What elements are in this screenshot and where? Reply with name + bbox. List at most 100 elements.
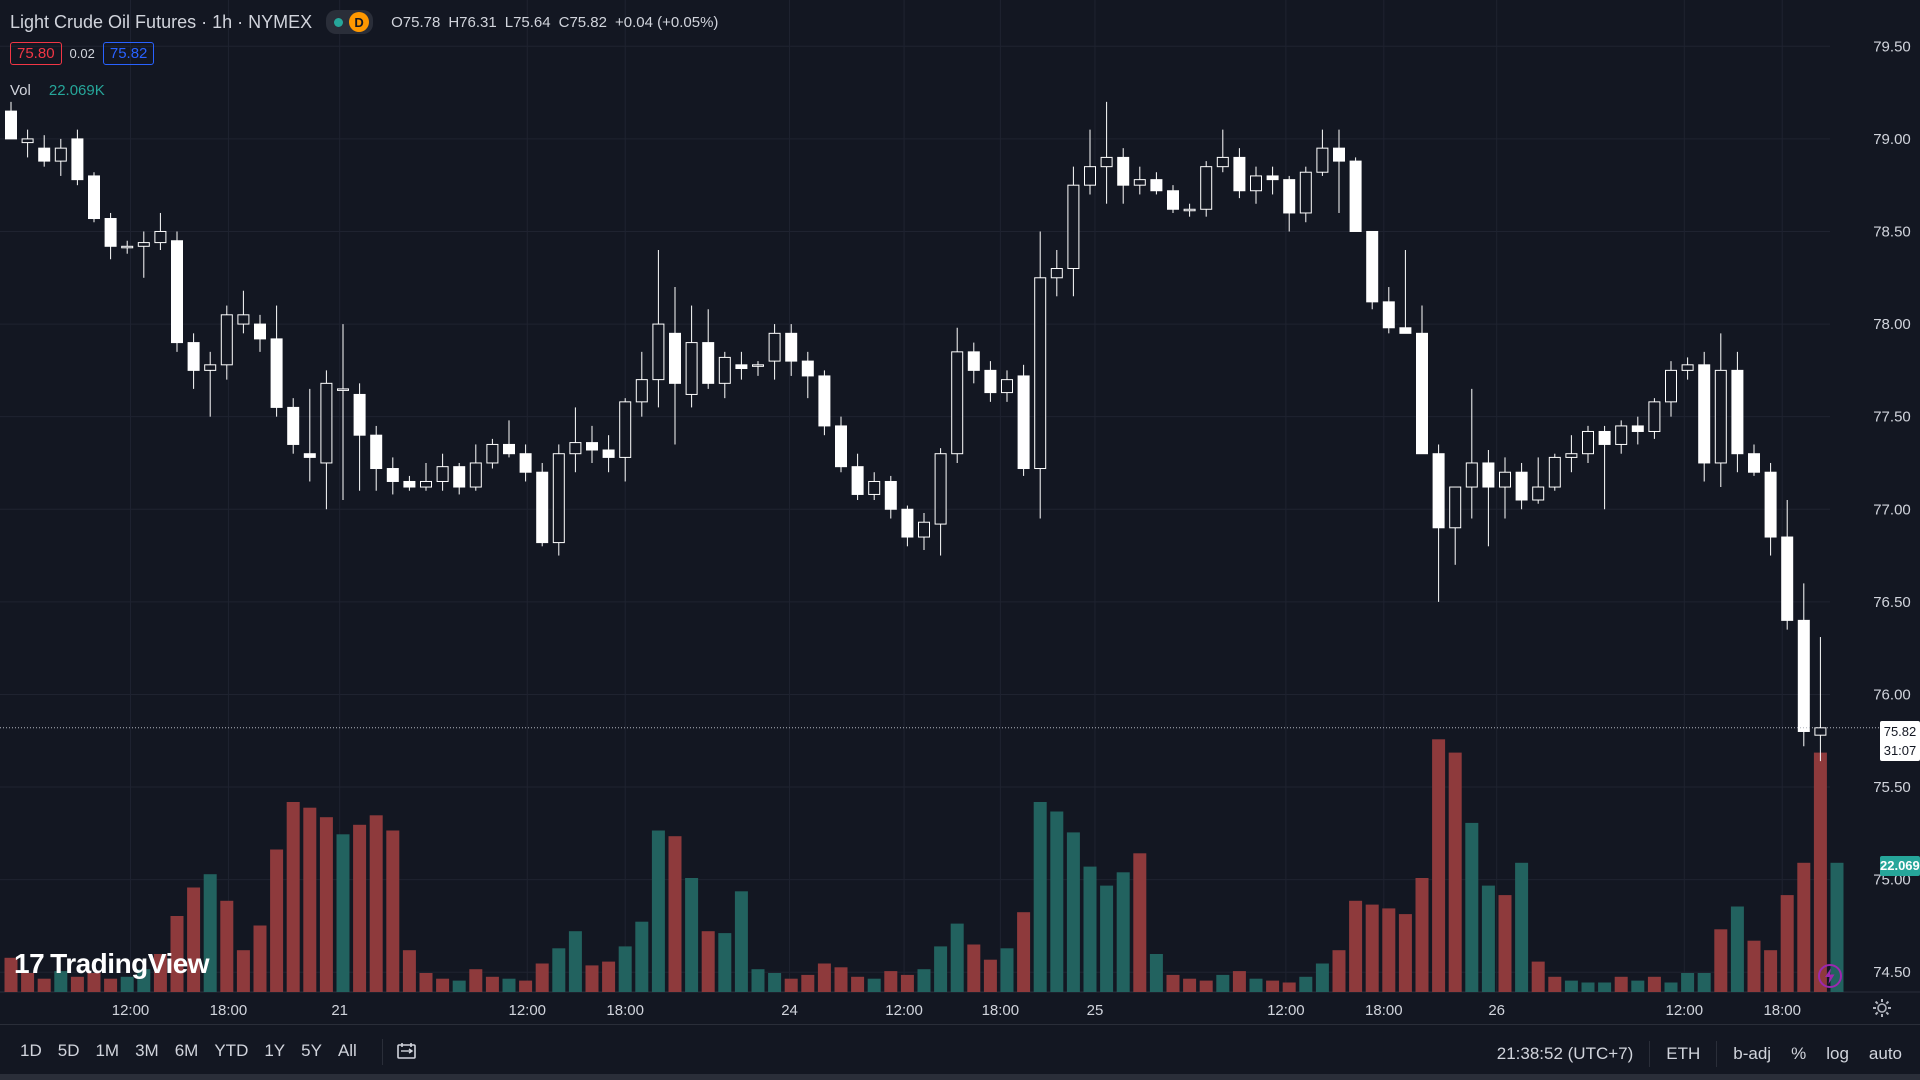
candle-body: [868, 480, 881, 495]
candle: [137, 231, 150, 278]
market-status[interactable]: D: [326, 10, 374, 34]
candle-body: [121, 245, 134, 249]
range-5d[interactable]: 5D: [57, 1041, 80, 1060]
back-adjust-toggle[interactable]: b-adj: [1733, 1044, 1772, 1063]
time-tick-label: 18:00: [606, 1002, 644, 1019]
candle-body: [901, 508, 914, 538]
candle-body: [552, 453, 565, 544]
candle-body: [287, 406, 300, 445]
high-label: H: [448, 13, 460, 31]
volume-bar: [1564, 980, 1578, 992]
settings-gear-icon[interactable]: [1872, 998, 1892, 1018]
ohlc-values: O75.78 H76.31 L75.64 C75.82 +0.04 (+0.05…: [391, 14, 718, 31]
candle-body: [187, 342, 200, 371]
volume-bar: [1664, 982, 1678, 992]
candle: [1067, 166, 1080, 297]
candle: [370, 425, 383, 491]
volume-legend[interactable]: Vol 22.069K: [10, 82, 105, 99]
range-3m[interactable]: 3M: [135, 1041, 159, 1060]
candle-body: [453, 466, 466, 488]
volume-bar: [70, 976, 84, 992]
volume-bar: [967, 944, 981, 992]
volume-bar: [286, 802, 300, 992]
percent-scale-toggle[interactable]: %: [1791, 1044, 1807, 1063]
price-tick-label: 79.00: [1873, 131, 1911, 148]
chart-canvas[interactable]: 79.50 79.00 78.50 78.00 77.50 77.00 76.50 76.00…: [0, 0, 1920, 1024]
candle: [1050, 250, 1063, 297]
candle: [237, 290, 250, 334]
candle-body: [685, 342, 698, 395]
auto-scale-toggle[interactable]: auto: [1868, 1044, 1902, 1063]
candle-body: [1698, 364, 1711, 464]
candle: [1299, 166, 1312, 223]
range-1m[interactable]: 1M: [95, 1041, 120, 1060]
candle-body: [1681, 364, 1694, 371]
candle: [270, 305, 283, 417]
candle: [1034, 231, 1047, 519]
tradingview-logo[interactable]: 17 TradingView: [14, 948, 210, 980]
candle: [669, 287, 681, 445]
bar-countdown: 31:07: [1883, 743, 1917, 758]
volume-bar: [1830, 862, 1844, 992]
volume-bar: [4, 957, 18, 992]
date-range-icon[interactable]: [396, 1041, 418, 1061]
candle-body: [1382, 301, 1395, 329]
volume-bar: [1531, 961, 1545, 992]
candle-body: [270, 338, 283, 408]
tradingview-mark-icon: 17: [14, 948, 45, 979]
volume-bar: [1481, 885, 1495, 992]
range-1y[interactable]: 1Y: [264, 1041, 286, 1060]
volume-bar: [104, 978, 118, 992]
range-ytd[interactable]: YTD: [214, 1041, 249, 1060]
volume-bar: [1780, 895, 1794, 992]
bottom-strip: [0, 1074, 1920, 1080]
volume-bar: [303, 807, 317, 992]
symbol-legend: Light Crude Oil Futures · 1h · NYMEX D O…: [10, 10, 718, 34]
candle-body: [1731, 369, 1744, 455]
sell-button[interactable]: 75.80: [10, 42, 62, 65]
range-all[interactable]: All: [337, 1041, 357, 1060]
volume-value: 22.069K: [48, 82, 105, 99]
price-axis[interactable]: 79.50 79.00 78.50 78.00 77.50 77.00 76.50 76.00…: [1873, 38, 1911, 981]
buy-button[interactable]: 75.82: [102, 42, 155, 65]
volume-bar: [817, 963, 831, 992]
volume-bar: [386, 830, 400, 992]
candle-body: [1333, 147, 1345, 162]
volume-bar: [1116, 872, 1130, 992]
candle: [718, 351, 731, 399]
candle: [436, 453, 449, 491]
candle: [1482, 450, 1495, 547]
volume-bar: [585, 965, 599, 992]
volume-bar: [436, 978, 450, 992]
volume-bar: [751, 969, 765, 992]
volume-bar: [552, 948, 566, 992]
close-value: 75.82: [569, 13, 607, 31]
volume-bar: [1249, 978, 1263, 992]
candle: [54, 138, 67, 176]
candle-body: [1067, 184, 1080, 270]
volume-bar: [718, 933, 732, 992]
time-axis[interactable]: 12:00 18:00 21 12:00 18:00 24 12:00 18:00 25 12:0…: [112, 1002, 1801, 1019]
volume-bar: [137, 969, 151, 992]
candle-body: [104, 218, 117, 247]
candle: [1216, 129, 1229, 173]
session-toggle[interactable]: ETH: [1666, 1044, 1701, 1063]
range-6m[interactable]: 6M: [174, 1041, 199, 1060]
range-5y[interactable]: 5Y: [301, 1041, 322, 1060]
candle-body: [851, 466, 864, 495]
symbol-title[interactable]: Light Crude Oil Futures · 1h · NYMEX: [10, 11, 313, 32]
log-scale-toggle[interactable]: log: [1826, 1044, 1849, 1063]
volume-bar: [934, 946, 948, 992]
logo-text: TradingView: [50, 948, 210, 979]
range-1d[interactable]: 1D: [20, 1041, 42, 1060]
volume-bar: [851, 976, 865, 992]
volume-bar: [1315, 963, 1329, 992]
candle-body: [669, 332, 681, 384]
lightning-icon[interactable]: [1816, 962, 1844, 990]
candle: [967, 342, 980, 384]
candle-body: [1515, 471, 1528, 501]
candle: [353, 383, 366, 491]
clock-timezone[interactable]: 21:38:52 (UTC+7): [1496, 1044, 1634, 1063]
candle-body: [1399, 327, 1412, 334]
candle: [88, 172, 100, 223]
